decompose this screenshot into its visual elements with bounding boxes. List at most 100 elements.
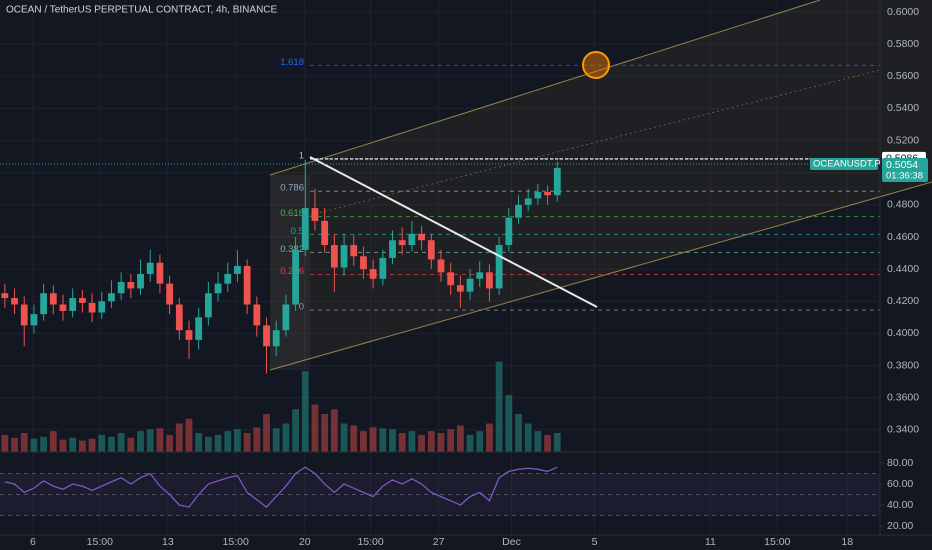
chart-title: OCEAN / TetherUS PERPETUAL CONTRACT, 4h,…: [6, 5, 278, 16]
candle-body: [505, 217, 513, 246]
candle-body: [272, 330, 280, 347]
x-tick-label: 13: [162, 536, 174, 548]
candle-body: [166, 283, 173, 305]
candle-body: [234, 265, 241, 274]
candle-body: [214, 283, 222, 294]
fib-label: 0.236: [280, 266, 304, 277]
x-tick-label: 15:00: [223, 536, 249, 548]
volume-bar: [30, 438, 38, 452]
grid: [0, 0, 884, 535]
volume-bar: [311, 404, 319, 452]
volume-bar: [88, 438, 96, 452]
rsi-tick-label: 20.00: [887, 520, 913, 532]
volume-bar: [69, 437, 77, 452]
volume-bar: [117, 433, 125, 452]
candle-body: [311, 208, 319, 221]
candle-body: [476, 272, 484, 279]
candle-body: [534, 192, 542, 199]
candle-body: [59, 304, 67, 311]
fib-label: 0.786: [280, 183, 304, 194]
candle-body: [486, 272, 493, 289]
candle-body: [40, 293, 48, 315]
volume-bar: [408, 431, 416, 452]
fib-label: 0.382: [280, 244, 304, 255]
candle-body: [78, 298, 86, 303]
candle-body: [263, 325, 270, 347]
volume-bar: [476, 431, 484, 452]
volume-bar: [40, 436, 48, 452]
channel-lower: [269, 181, 932, 371]
volume-bar: [553, 433, 561, 452]
candle-body: [88, 302, 96, 313]
y-tick-label: 0.3600: [887, 391, 919, 403]
x-tick-label: 5: [592, 536, 598, 548]
channel-upper: [269, 0, 821, 176]
y-tick-label: 0.3400: [887, 424, 919, 436]
trend-line: [309, 156, 598, 308]
candle-body: [69, 298, 77, 311]
last-price-label: 0.5054: [886, 159, 918, 171]
volume-bar: [447, 429, 455, 452]
candle-body: [369, 269, 377, 279]
candle-body: [544, 192, 551, 196]
volume-bar: [495, 361, 503, 452]
candle-body: [524, 198, 532, 205]
candle-body: [321, 220, 329, 246]
candle-body: [30, 314, 38, 326]
volume-bar: [292, 409, 299, 452]
candle-body: [350, 245, 358, 257]
fib-label: 1: [299, 150, 304, 161]
candle-body: [389, 240, 396, 258]
volume-bar: [389, 429, 396, 452]
x-tick-label: 15:00: [764, 536, 790, 548]
fib-label: 0.618: [280, 208, 304, 219]
channel-fill: [270, 0, 932, 370]
y-tick-label: 0.3800: [887, 359, 919, 371]
candle-body: [330, 245, 338, 268]
volume-bar: [340, 423, 348, 452]
candle-body: [204, 293, 212, 318]
volume-bar: [1, 434, 9, 452]
volume-bar: [127, 437, 135, 452]
volume-bar: [398, 433, 406, 452]
volume-bar: [59, 439, 67, 452]
volume-bar: [437, 433, 445, 452]
volume-bar: [369, 427, 377, 452]
y-tick-label: 0.4600: [887, 231, 919, 243]
fib-label: 0.5: [291, 226, 304, 237]
volume-bar: [282, 423, 290, 452]
candle-body: [253, 304, 261, 326]
volume-bar: [301, 371, 309, 452]
volume-bar: [360, 431, 367, 452]
volume-bar: [544, 434, 551, 452]
volume-bar: [379, 428, 387, 452]
candle-body: [175, 304, 183, 331]
marks: [1, 159, 561, 508]
candle-body: [398, 240, 406, 246]
volume-bar: [11, 437, 18, 452]
volume-bar: [321, 414, 329, 452]
volume-bar: [108, 436, 115, 452]
y-tick-label: 0.5200: [887, 134, 919, 146]
volume-bar: [175, 423, 183, 452]
rsi-line: [4, 466, 558, 508]
volume-bar: [263, 414, 270, 452]
x-tick-label: 15:00: [357, 536, 383, 548]
candle-body: [156, 262, 164, 284]
rsi-tick-label: 40.00: [887, 499, 913, 511]
candle-body: [282, 304, 290, 331]
candle-body: [292, 249, 299, 305]
volume-bar: [524, 423, 532, 452]
candle-body: [466, 278, 474, 292]
y-tick-label: 0.6000: [887, 6, 919, 18]
candle-body: [418, 233, 425, 241]
countdown-label: 01:36:38: [886, 171, 923, 182]
volume-bar: [418, 434, 425, 452]
volume-bar: [156, 428, 164, 452]
volume-bar: [204, 436, 212, 452]
fib-label: 1.618: [280, 57, 304, 68]
y-tick-label: 0.5600: [887, 70, 919, 82]
x-tick-label: 27: [433, 536, 445, 548]
